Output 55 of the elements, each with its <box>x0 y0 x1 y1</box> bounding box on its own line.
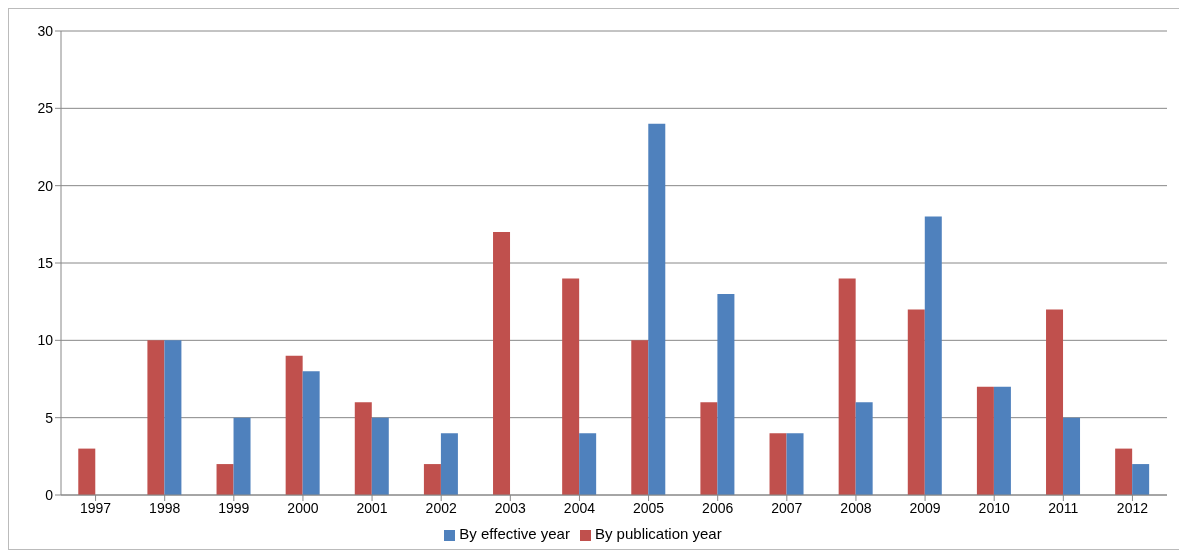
y-tick-label: 0 <box>45 486 54 503</box>
x-tick-label: 2006 <box>702 499 734 516</box>
x-tick-label: 2010 <box>978 499 1010 516</box>
x-tick-label: 2005 <box>632 499 665 516</box>
x-tick-label: 2012 <box>1116 499 1149 516</box>
y-tick-label: 5 <box>45 409 54 426</box>
bar <box>216 464 234 495</box>
bar <box>78 448 96 495</box>
y-tick-label: 30 <box>37 22 54 39</box>
bar <box>855 402 873 495</box>
y-tick-label: 10 <box>37 332 54 349</box>
bar <box>440 433 458 495</box>
bar <box>423 464 441 495</box>
bar <box>164 340 182 495</box>
x-tick-label: 2000 <box>287 499 319 516</box>
x-tick-label: 2007 <box>771 499 803 516</box>
bar <box>838 278 856 495</box>
bar <box>786 433 804 495</box>
bar <box>924 216 942 495</box>
x-tick-label: 1997 <box>79 499 112 516</box>
y-tick-label: 25 <box>37 100 54 117</box>
bar <box>302 371 320 495</box>
bar <box>493 232 511 495</box>
y-tick-label: 15 <box>37 254 54 271</box>
bar <box>354 402 372 495</box>
bar <box>147 340 165 495</box>
bar <box>233 417 251 495</box>
bar <box>562 278 580 495</box>
bar <box>769 433 787 495</box>
x-tick-label: 2003 <box>494 499 527 516</box>
legend-label: By publication year <box>594 525 722 542</box>
x-tick-label: 2011 <box>1048 499 1079 516</box>
bar <box>1132 464 1150 495</box>
bar <box>579 433 597 495</box>
x-tick-label: 2004 <box>563 499 596 516</box>
bar <box>907 309 925 495</box>
bar <box>976 386 994 495</box>
x-tick-label: 2009 <box>909 499 941 516</box>
bar <box>717 293 735 495</box>
x-tick-label: 2008 <box>840 499 872 516</box>
bar <box>285 355 303 495</box>
bar <box>631 340 649 495</box>
bar <box>993 386 1011 495</box>
bar <box>1115 448 1133 495</box>
bar <box>371 417 389 495</box>
x-tick-label: 1999 <box>218 499 250 516</box>
bar <box>1063 417 1081 495</box>
x-tick-label: 2002 <box>425 499 457 516</box>
bar <box>648 123 666 495</box>
legend-label: By effective year <box>459 525 570 542</box>
bar <box>700 402 718 495</box>
bar <box>1046 309 1064 495</box>
x-tick-label: 2001 <box>356 499 388 516</box>
x-tick-label: 1998 <box>149 499 181 516</box>
y-tick-label: 20 <box>37 177 54 194</box>
